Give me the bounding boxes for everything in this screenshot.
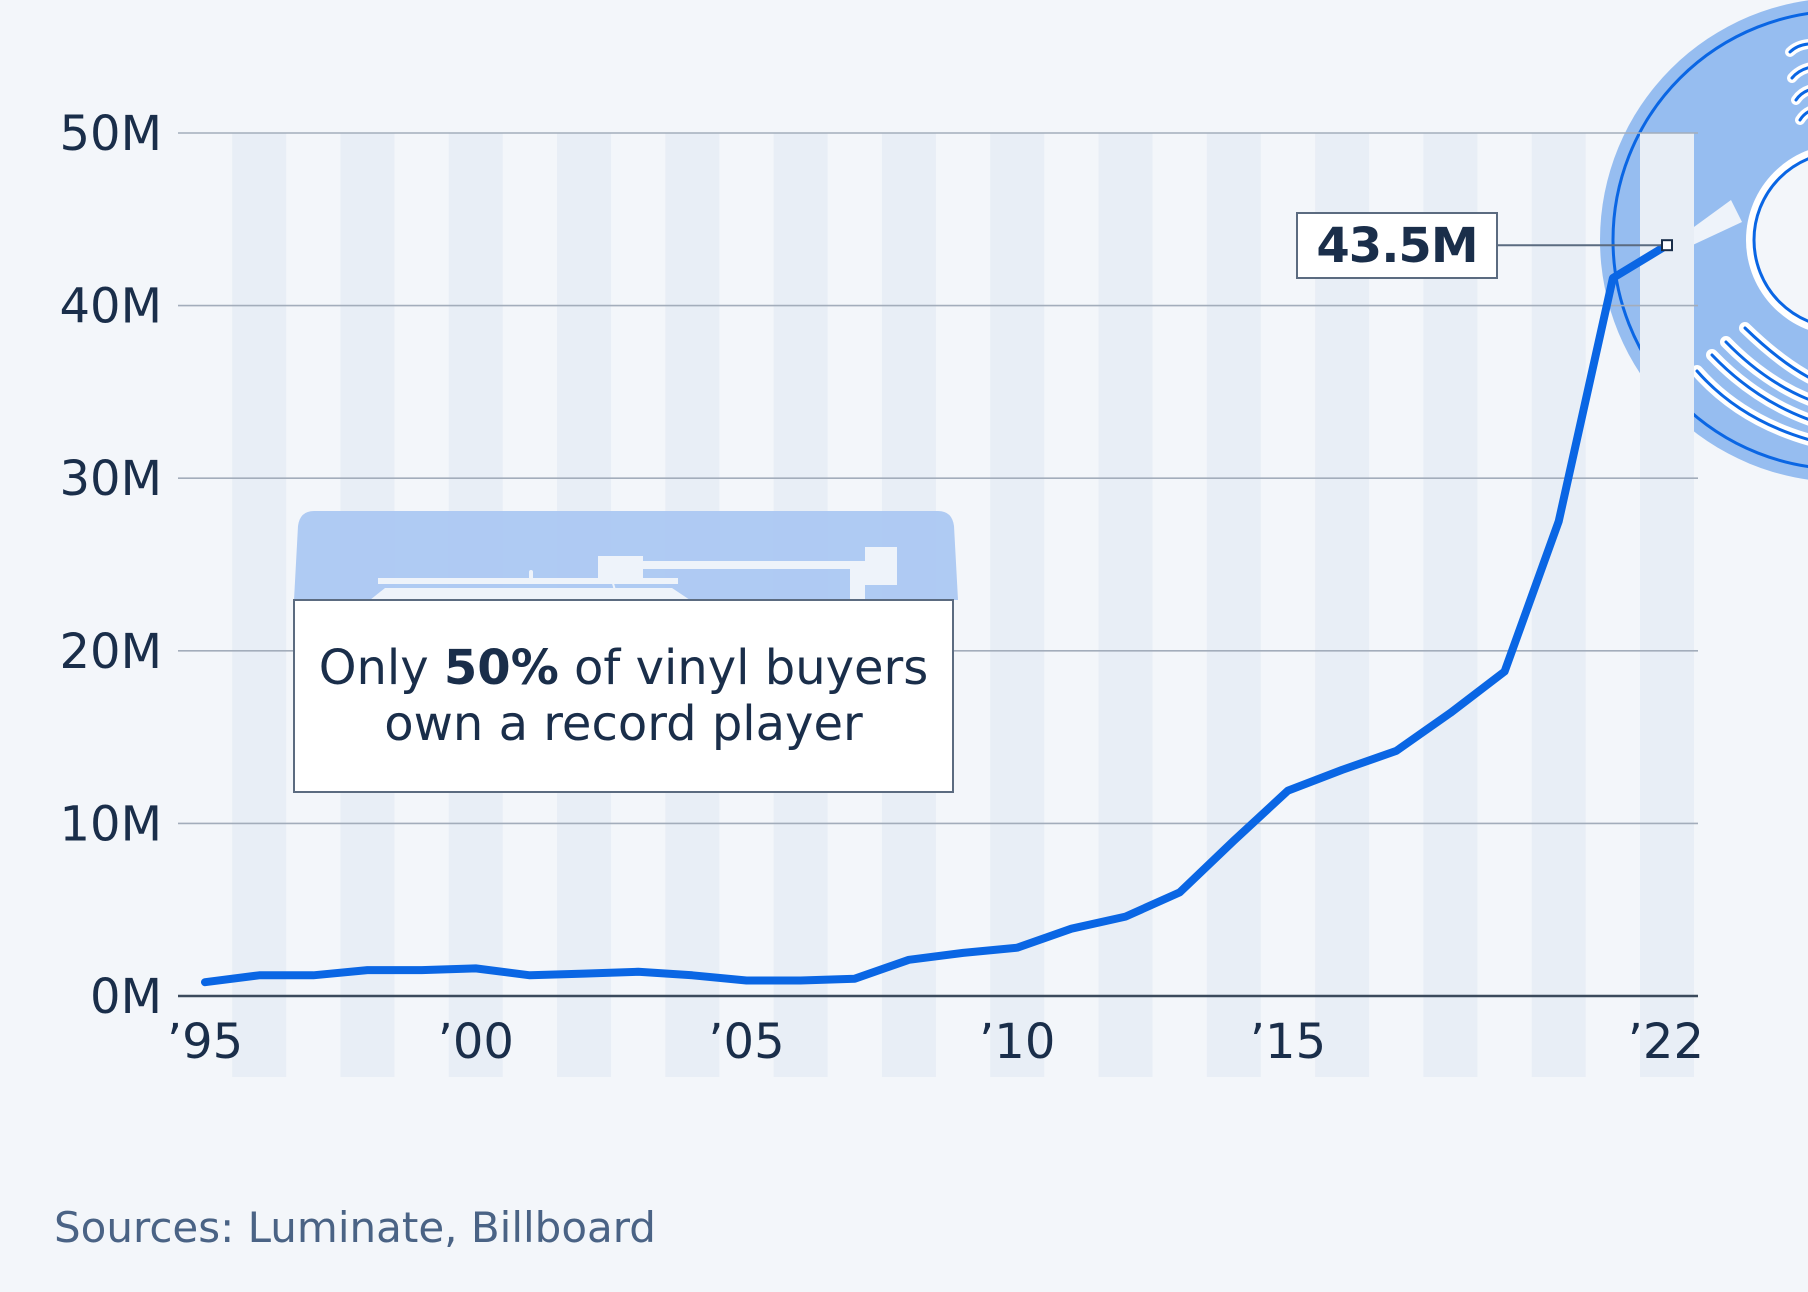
turntable-icon <box>294 511 958 601</box>
year-stripe <box>1423 133 1478 1077</box>
year-stripe <box>232 133 287 1077</box>
x-tick-label: ’00 <box>438 1014 514 1070</box>
callout-text-after: of vinyl buyers <box>558 640 929 696</box>
source-note: Sources: Luminate, Billboard <box>54 1203 656 1252</box>
endpoint-marker <box>1661 239 1673 252</box>
y-tick-label: 0M <box>90 969 162 1025</box>
y-tick-label: 50M <box>60 106 163 162</box>
y-tick-label: 20M <box>60 624 163 680</box>
value-label-2022: 43.5M <box>1296 212 1498 279</box>
callout-line-1: Only 50% of vinyl buyers <box>319 640 929 696</box>
vinyl-record-icon <box>1600 0 1808 480</box>
gridlines <box>178 132 1698 825</box>
callout-text-bold: 50% <box>443 640 559 696</box>
y-tick-label: 30M <box>60 451 163 507</box>
x-tick-label: ’10 <box>979 1014 1055 1070</box>
year-stripe <box>1315 133 1370 1077</box>
year-stripe <box>1206 133 1261 1077</box>
x-tick-label: ’22 <box>1628 1014 1704 1070</box>
x-tick-label: ’15 <box>1250 1014 1326 1070</box>
callout-text-before: Only <box>318 640 444 696</box>
value-label-text: 43.5M <box>1316 217 1478 274</box>
x-tick-label: ’95 <box>167 1014 243 1070</box>
callout-line-2: own a record player <box>384 696 863 752</box>
y-tick-label: 40M <box>60 279 163 335</box>
year-stripe <box>1531 133 1586 1077</box>
x-tick-label: ’05 <box>708 1014 784 1070</box>
year-stripe <box>1098 133 1153 1077</box>
callout-annotation: Only 50% of vinyl buyers own a record pl… <box>293 599 954 793</box>
year-stripe <box>990 133 1045 1077</box>
y-axis-labels: 0M 10M 20M 30M 40M 50M <box>60 106 163 1025</box>
year-stripe <box>1640 133 1694 1077</box>
x-axis-labels: ’95 ’00 ’05 ’10 ’15 ’22 <box>167 1014 1704 1070</box>
y-tick-label: 10M <box>60 796 163 852</box>
sales-line-series <box>201 241 1671 987</box>
